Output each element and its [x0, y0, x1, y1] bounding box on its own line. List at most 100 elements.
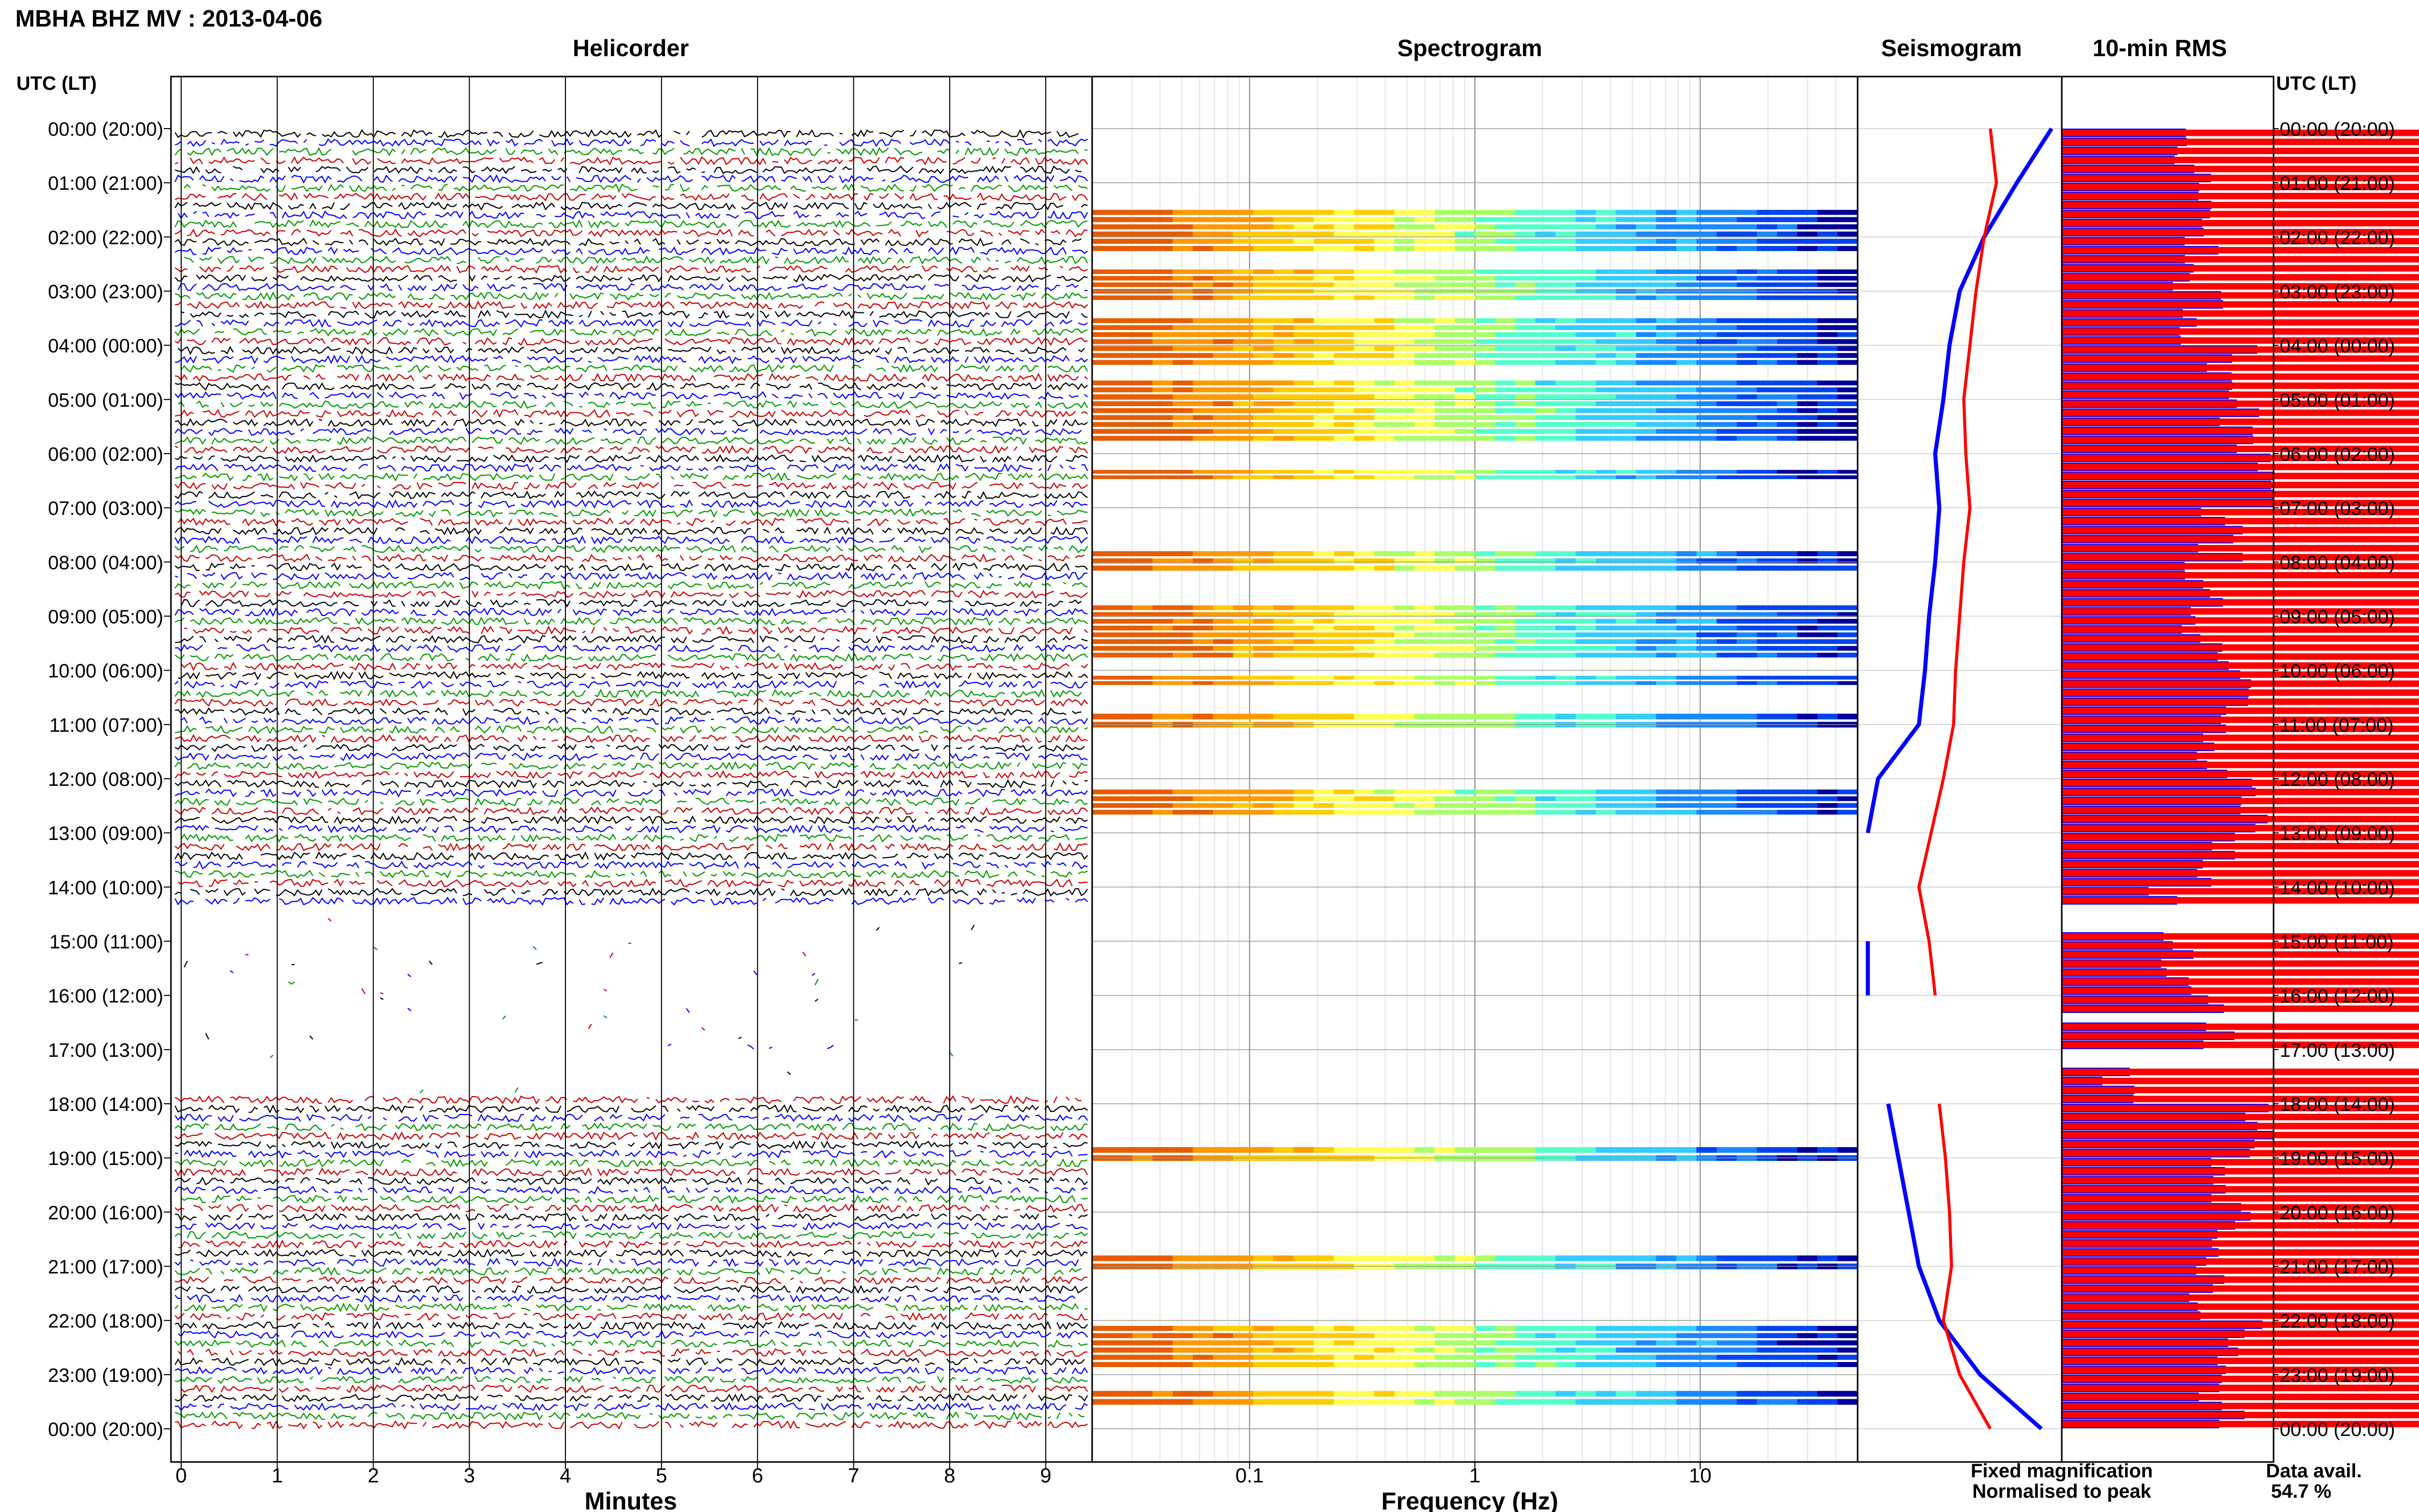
spectrogram-cell	[1696, 276, 1717, 281]
spectrogram-cell	[1475, 653, 1496, 658]
spectrogram-cell	[1595, 475, 1617, 479]
spectrogram-cell	[1132, 387, 1153, 392]
spectrogram-cell	[1757, 713, 1778, 720]
right-hour-label: 09:00 (05:00)	[2280, 607, 2395, 628]
spectrogram-cell	[1495, 282, 1516, 287]
spectrogram-cell	[1777, 475, 1798, 479]
spectrogram-cell	[1374, 1399, 1395, 1405]
spectrogram-cell	[1797, 408, 1818, 413]
rms-normalised-bar	[2062, 1411, 2419, 1419]
helicorder-trace	[175, 788, 1088, 798]
spectrogram-cell	[1475, 626, 1496, 631]
spectrogram-panel	[1092, 77, 1858, 1462]
spectrogram-cell	[1555, 558, 1576, 564]
spectrogram-cell	[1273, 360, 1294, 365]
spectrogram-cell	[1676, 318, 1697, 324]
left-hour-label: 18:00 (14:00)	[48, 1094, 163, 1116]
spectrogram-cell	[1817, 339, 1838, 344]
spectrogram-cell	[1716, 346, 1738, 351]
spectrogram-cell	[1575, 810, 1596, 815]
spectrogram-cell	[1656, 422, 1677, 427]
spectrogram-cell	[1374, 353, 1395, 358]
spectrogram-cell	[1394, 339, 1415, 344]
spectrogram-cell	[1495, 789, 1516, 795]
left-hour-label: 22:00 (18:00)	[48, 1311, 163, 1332]
rms-normalised-bar	[2062, 1213, 2419, 1220]
spectrogram-cell	[1837, 238, 1858, 244]
spectrogram-cell	[1314, 224, 1335, 230]
spectrogram-cell	[1374, 238, 1395, 244]
helicorder-trace	[876, 925, 1069, 931]
spectrogram-cell	[1213, 618, 1234, 624]
spectrogram-cell	[1515, 217, 1536, 222]
spectrogram-cell	[1737, 380, 1758, 386]
spectrogram-cell	[1636, 632, 1657, 637]
spectrogram-cell	[1152, 1326, 1173, 1331]
rms-normalised-bar	[2062, 184, 2419, 190]
spectrogram-cell	[1213, 796, 1234, 801]
helicorder-trace	[175, 851, 1088, 861]
spectrogram-cell	[1777, 210, 1798, 215]
rms-normalised-bar	[2062, 455, 2419, 461]
spectrogram-cell	[1595, 1354, 1617, 1360]
spectrogram-cell	[1777, 646, 1798, 651]
spectrogram-cell	[1636, 713, 1657, 720]
spectrogram-cell	[1777, 632, 1798, 637]
rms-normalised-bar	[2062, 969, 2419, 976]
spectrogram-cell	[1595, 276, 1617, 281]
spectrogram-cell	[1354, 224, 1375, 230]
spectrogram-cell	[1454, 360, 1475, 365]
spectrogram-cell	[1837, 346, 1858, 351]
spectrogram-cell	[1414, 632, 1436, 637]
spectrogram-cell	[1777, 796, 1798, 801]
spectrogram-cell	[1132, 282, 1153, 287]
spectrogram-cell	[1092, 1326, 1113, 1331]
spectrogram-cell	[1737, 415, 1758, 420]
spectrogram-cell	[1233, 346, 1254, 351]
spectrogram-cell	[1193, 387, 1214, 392]
rms-normalised-bar	[2062, 1023, 2419, 1030]
spectrogram-cell	[1535, 1347, 1556, 1353]
right-hour-label: 08:00 (04:00)	[2280, 552, 2395, 574]
spectrogram-cell	[1636, 1333, 1657, 1339]
spectrogram-cell	[1132, 318, 1153, 324]
spectrogram-cell	[1817, 401, 1838, 406]
spectrogram-cell	[1777, 387, 1798, 392]
spectrogram-cell	[1797, 295, 1818, 300]
spectrogram-cell	[1636, 1340, 1657, 1346]
spectrogram-cell	[1394, 325, 1415, 330]
spectrogram-cell	[1636, 1326, 1657, 1331]
spectrogram-cell	[1656, 1354, 1677, 1360]
spectrogram-cell	[1314, 339, 1335, 344]
spectrogram-cell	[1172, 1326, 1194, 1331]
spectrogram-cell	[1837, 626, 1858, 631]
spectrogram-cell	[1414, 387, 1436, 392]
spectrogram-cell	[1374, 796, 1395, 801]
spectrogram-cell	[1253, 1255, 1274, 1261]
spectrogram-cell	[1273, 436, 1294, 441]
spectrogram-cell	[1737, 295, 1758, 300]
rms-normalised-bar	[2062, 825, 2419, 832]
spectrogram-cell	[1334, 325, 1355, 330]
spectrogram-cell	[1273, 1362, 1294, 1367]
spectrogram-cell	[1636, 269, 1657, 274]
spectrogram-cell	[1616, 415, 1637, 420]
spectrogram-cell	[1656, 224, 1677, 230]
helicorder-trace	[175, 337, 1088, 346]
spectrogram-cell	[1616, 639, 1637, 644]
helicorder-trace	[175, 1259, 1084, 1266]
spectrogram-cell	[1616, 429, 1637, 434]
spectrogram-cell	[1495, 339, 1516, 344]
spectrogram-cell	[1636, 360, 1657, 365]
spectrogram-cell	[1253, 276, 1274, 281]
spectrogram-cell	[1475, 408, 1496, 413]
spectrogram-cell	[1314, 1391, 1335, 1397]
spectrogram-cell	[1273, 551, 1294, 557]
rms-normalised-bar	[2062, 229, 2419, 236]
rms-normalised-bar	[2062, 1303, 2419, 1310]
spectrogram-cell	[1616, 346, 1637, 351]
spectrogram-cell	[1374, 318, 1395, 324]
spectrogram-cell	[1374, 295, 1395, 300]
spectrogram-cell	[1435, 565, 1455, 571]
spectrogram-cell	[1233, 217, 1254, 222]
